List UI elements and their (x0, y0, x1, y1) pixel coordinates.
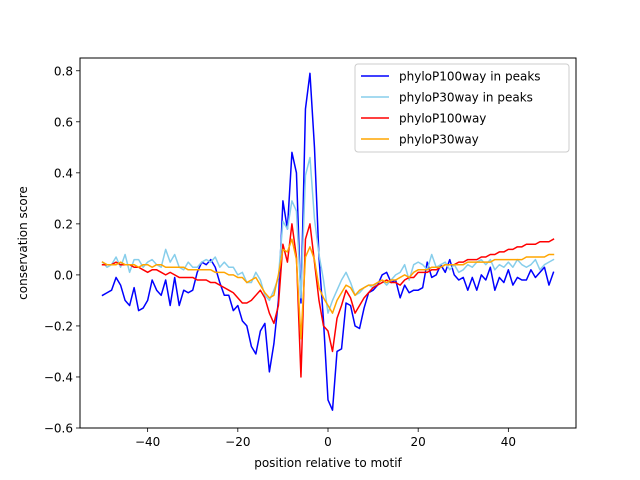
x-tick-label: −40 (135, 435, 160, 449)
x-tick-label: 0 (324, 435, 332, 449)
y-tick-label: −0.6 (44, 422, 73, 436)
legend-frame (354, 63, 570, 153)
legend-label-0: phyloP100way in peaks (399, 70, 541, 84)
y-tick-label: −0.4 (44, 370, 73, 384)
x-axis-label: position relative to motif (254, 456, 402, 470)
y-tick-label: 0.2 (54, 217, 73, 231)
y-tick-label: −0.2 (44, 319, 73, 333)
x-tick-label: 20 (411, 435, 426, 449)
y-tick-label: 0.4 (54, 166, 73, 180)
plot-lines (101, 72, 555, 411)
x-tick-label: 40 (501, 435, 516, 449)
legend-label-3: phyloP30way (399, 133, 479, 147)
series-line-1 (101, 156, 555, 314)
x-axis-ticks: −40 −20 0 20 40 (135, 428, 516, 449)
legend-label-1: phyloP30way in peaks (399, 91, 533, 105)
y-tick-label: 0.0 (54, 268, 73, 282)
legend: phyloP100way in peaks phyloP30way in peak… (354, 63, 570, 153)
legend-label-2: phyloP100way (399, 112, 486, 126)
series-line-2 (101, 223, 555, 378)
x-tick-label: −20 (225, 435, 250, 449)
y-axis-label: conservation score (16, 186, 30, 300)
series-line-3 (101, 238, 555, 340)
y-tick-label: 0.8 (54, 64, 73, 78)
series-line-0 (101, 72, 555, 411)
y-axis-ticks: −0.6 −0.4 −0.2 0.0 0.2 0.4 0.6 0.8 (44, 64, 80, 436)
y-tick-label: 0.6 (54, 115, 73, 129)
